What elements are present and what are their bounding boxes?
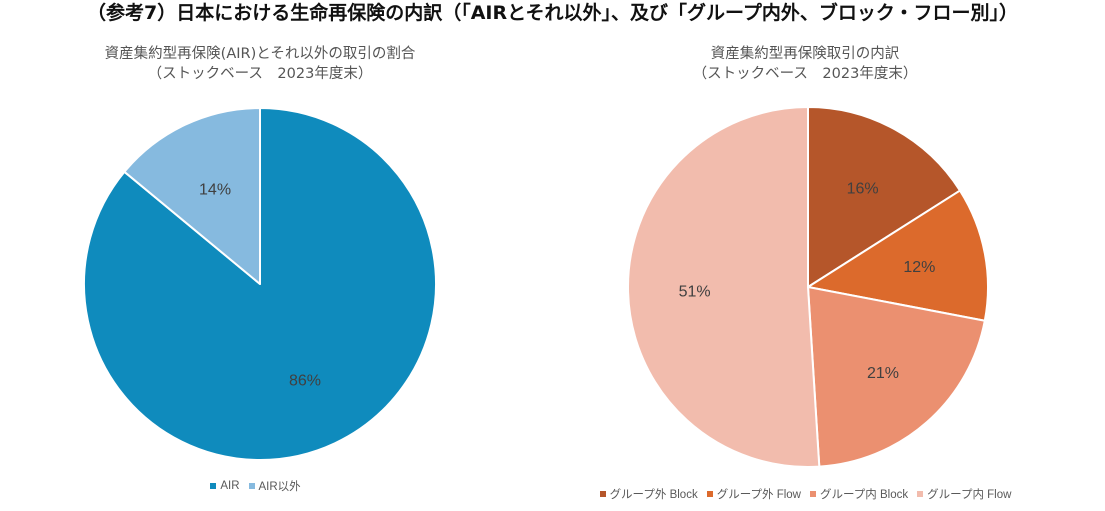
legend-item-1-0: グループ外 Block (599, 486, 698, 502)
data-label-0-1: 14% (199, 181, 231, 198)
legend-swatch (599, 491, 606, 497)
legend-label: グループ外 Flow (716, 489, 801, 501)
legend-swatch (810, 491, 816, 497)
chart-subtitle-line: （ストックベース 2023年度末） (692, 66, 918, 82)
legend-label: AIR以外 (258, 481, 301, 493)
legend-item-1-3: グループ内 Flow (917, 486, 1011, 502)
legend-label: グループ内 Flow (927, 489, 1012, 501)
pie-slice-1-0 (807, 106, 961, 288)
legend-swatch (917, 491, 924, 497)
pie-chart-air-share: 86% 14% (83, 107, 437, 461)
legend-label: AIR (220, 480, 240, 492)
legend-air-share: AIR AIR以外 (200, 478, 320, 494)
chart-title-line: 資産集約型再保険(AIR)とそれ以外の取引の割合 (104, 46, 416, 62)
chart-title-line: 資産集約型再保険取引の内訳 (710, 46, 900, 62)
pie-chart-air-breakdown: 16% 12% 21% 51% (627, 106, 989, 468)
legend-label: グループ外 Block (609, 489, 698, 501)
data-label-1-1: 12% (903, 259, 935, 276)
pie-slice-1-2 (807, 286, 986, 468)
pie-slice-1-3 (627, 106, 821, 468)
legend-swatch (706, 491, 713, 497)
pie-slice-1-1 (807, 189, 989, 322)
chart-title-air-share: 資産集約型再保険(AIR)とそれ以外の取引の割合 （ストックベース 2023年度… (60, 44, 460, 84)
legend-item-0-0: AIR (210, 480, 240, 492)
legend-air-breakdown: グループ外 Block グループ外 Flow グループ内 Block グループ内 Fl… (560, 486, 1060, 502)
page-title: （参考7）日本における生命再保険の内訳（「AIRとそれ以外」、及び「グループ内外… (86, 2, 1019, 24)
legend-item-0-1: AIR以外 (248, 478, 301, 494)
data-label-1-2: 21% (867, 365, 899, 382)
legend-swatch (248, 483, 255, 489)
chart-subtitle-line: （ストックベース 2023年度末） (147, 66, 373, 82)
pie-slice-0-0 (83, 107, 437, 461)
data-label-0-0: 86% (289, 373, 321, 390)
legend-swatch (210, 483, 217, 489)
legend-label: グループ内 Block (820, 489, 909, 501)
legend-item-1-1: グループ外 Flow (706, 486, 801, 502)
data-label-1-0: 16% (847, 181, 879, 198)
chart-title-air-breakdown: 資産集約型再保険取引の内訳 （ストックベース 2023年度末） (605, 44, 1005, 84)
data-label-1-3: 51% (679, 284, 711, 301)
legend-item-1-2: グループ内 Block (810, 486, 908, 502)
pie-slice-0-1 (123, 107, 261, 285)
